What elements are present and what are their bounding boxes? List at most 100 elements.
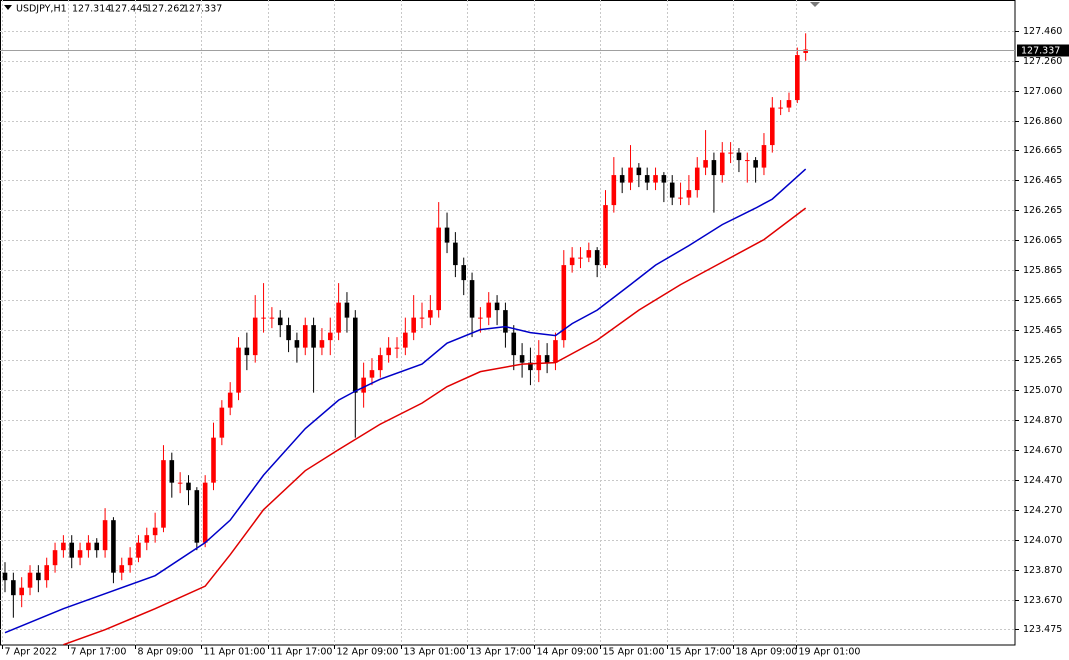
candle-body	[269, 317, 275, 319]
candle-body	[27, 572, 33, 588]
moving-average-line	[63, 207, 807, 645]
candle-body	[411, 317, 416, 333]
candle-body	[69, 542, 75, 558]
candle-body	[152, 527, 158, 536]
candle-body	[177, 482, 183, 484]
candle-body	[528, 362, 533, 371]
axes: 127.460 127.260 127.060 126.860 126.665 126.4…	[2, 26, 1069, 658]
candle-body	[561, 265, 567, 341]
candle-body	[186, 482, 191, 491]
candle-body	[736, 152, 742, 161]
candle-body	[119, 565, 125, 573]
candle-body	[694, 167, 700, 191]
plot-area	[0, 33, 1015, 645]
candle-body	[144, 535, 150, 543]
y-tick-label: 127.460	[1023, 26, 1062, 37]
candle-body	[544, 355, 550, 363]
candle-body	[778, 107, 783, 109]
candle-body	[36, 572, 41, 581]
current-price-box	[1017, 44, 1069, 57]
candle-body	[744, 160, 750, 162]
x-tick-label: 7 Apr 2022	[5, 647, 58, 658]
header: USDJPY,H1 127.314 127.445 127.262 127.33…	[4, 4, 222, 15]
candle-body	[219, 407, 225, 438]
candle-body	[636, 167, 642, 176]
candle-body	[252, 317, 258, 356]
candle-body	[770, 107, 775, 146]
candle-body	[86, 542, 91, 551]
y-tick-label: 126.265	[1023, 205, 1062, 216]
y-tick-label: 125.265	[1023, 355, 1062, 366]
candle-body	[52, 550, 58, 566]
candle-body	[194, 490, 200, 543]
y-tick-label: 126.065	[1023, 235, 1062, 246]
candle-body	[494, 302, 500, 311]
candle-body	[111, 520, 116, 573]
y-tick-label: 124.670	[1023, 445, 1062, 456]
candle-body	[519, 355, 525, 363]
candle-body	[202, 482, 208, 543]
candle-body	[511, 332, 517, 356]
candle-body	[619, 175, 625, 183]
candle-body	[728, 152, 733, 154]
y-tick-label: 123.870	[1023, 565, 1062, 576]
candle-body	[669, 182, 675, 198]
x-tick-label: 11 Apr 17:00	[271, 647, 333, 658]
x-tick-label: 11 Apr 01:00	[204, 647, 266, 658]
y-tick-label: 126.860	[1023, 116, 1062, 127]
candle-body	[628, 167, 633, 183]
candle-body	[277, 317, 283, 326]
y-tick-label: 125.665	[1023, 295, 1062, 306]
candle-body	[503, 310, 508, 333]
header-arrow	[4, 5, 12, 10]
candle-body	[161, 460, 166, 528]
candle-body	[227, 392, 233, 408]
candle-body	[611, 175, 617, 206]
candle-body	[394, 347, 400, 349]
current-price-label: 127.337	[1021, 46, 1060, 57]
moving-average-line	[4, 168, 807, 634]
candle-body	[428, 310, 433, 318]
y-tick-label: 125.070	[1023, 385, 1062, 396]
x-tick-label: 14 Apr 09:00	[537, 647, 599, 658]
candle-body	[419, 317, 425, 319]
candle-body	[327, 332, 333, 341]
header-symbol: USDJPY,H1	[16, 4, 67, 15]
y-tick-label: 124.870	[1023, 415, 1062, 426]
y-tick-label: 126.465	[1023, 175, 1062, 186]
candle-body	[486, 302, 492, 318]
candle-body	[653, 175, 658, 183]
candle-body	[386, 347, 391, 356]
candle-body	[644, 175, 650, 183]
candle-body	[127, 557, 133, 566]
x-tick-label: 15 Apr 17:00	[670, 647, 732, 658]
x-tick-label: 8 Apr 09:00	[138, 647, 194, 658]
header-low: 127.262	[146, 4, 185, 15]
candle-body	[478, 317, 483, 319]
candle-body	[11, 580, 16, 596]
x-tick-label: 15 Apr 01:00	[603, 647, 665, 658]
candle-body	[686, 190, 692, 198]
candle-body	[436, 227, 441, 311]
candle-body	[352, 317, 358, 393]
candle-body	[211, 437, 216, 483]
y-tick-label: 123.670	[1023, 595, 1062, 606]
x-tick-label: 7 Apr 17:00	[71, 647, 127, 658]
candle-body	[244, 347, 250, 356]
candle-body	[19, 587, 24, 596]
candle-body	[795, 55, 800, 101]
candle-body	[169, 460, 175, 483]
candle-body	[369, 370, 375, 378]
x-tick-label: 18 Apr 09:00	[736, 647, 798, 658]
y-tick-label: 124.270	[1023, 505, 1062, 516]
candle-body	[94, 542, 100, 551]
candle-body	[703, 160, 708, 168]
candle-body	[719, 152, 725, 176]
candle-body	[586, 250, 592, 258]
candle-body	[803, 49, 808, 53]
candle-body	[102, 520, 108, 551]
x-tick-label: 12 Apr 09:00	[337, 647, 399, 658]
candle-body	[761, 145, 767, 168]
candle-body	[286, 325, 291, 341]
candle-body	[453, 242, 458, 266]
